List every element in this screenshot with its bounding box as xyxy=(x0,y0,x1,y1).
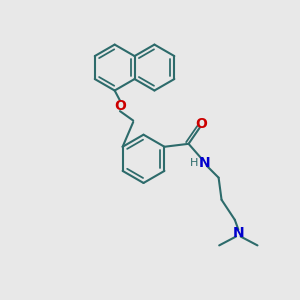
Text: H: H xyxy=(190,158,198,168)
Text: N: N xyxy=(232,226,244,240)
Text: N: N xyxy=(199,156,211,170)
Text: O: O xyxy=(114,99,126,113)
Text: O: O xyxy=(195,117,207,131)
